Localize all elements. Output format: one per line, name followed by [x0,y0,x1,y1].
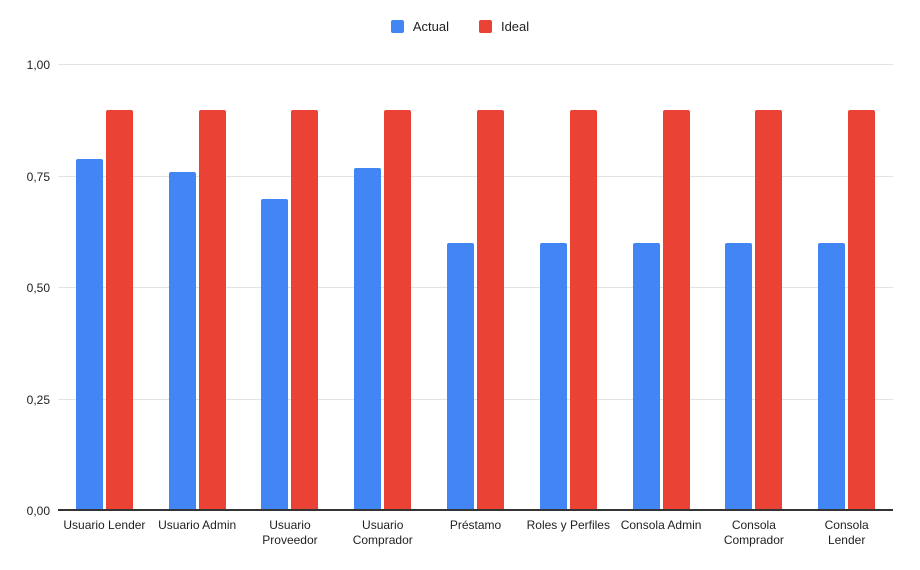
bar-pair-roles-y-perfiles [539,65,597,511]
bar-ideal-usuario-comprador [384,109,412,511]
y-tick-0-25: 0,25 [26,392,50,407]
bar-group-roles-y-perfiles [522,65,615,511]
bar-ideal-usuario-admin [198,109,226,511]
bar-ideal-consola-lender [848,109,876,511]
bar-pair-consola-admin [632,65,690,511]
y-tick-1-00: 1,00 [26,58,50,72]
bar-pair-usuario-admin [168,65,226,511]
y-axis: 0,00 0,25 0,50 0,75 1,00 [0,58,50,518]
bar-actual-consola-lender [818,243,846,511]
x-axis-baseline [58,509,893,511]
bar-group-usuario-proveedor [244,65,337,511]
y-tick-0-00: 0,00 [26,504,50,518]
legend-swatch-ideal [478,20,492,33]
x-label-roles-y-perfiles: Roles y Perfiles [526,518,610,532]
bar-group-usuario-lender [58,65,151,511]
x-label-consola-admin: Consola Admin [620,518,702,532]
bar-actual-usuario-proveedor [261,198,289,511]
x-label-consola-lender: Consola Lender [824,518,869,547]
bar-pair-usuario-lender [75,65,133,511]
bar-actual-usuario-admin [168,172,196,511]
bar-ideal-usuario-proveedor [291,109,319,511]
bar-ideal-usuario-lender [105,109,133,511]
bar-pair-consola-comprador [725,65,783,511]
gridline-1 [58,64,893,65]
bar-actual-usuario-lender [75,158,103,511]
gridline-0.75 [58,175,893,177]
gridline-0.5 [58,287,893,288]
x-label-prestamo: Préstamo [449,518,502,532]
x-label-consola-comprador: Consola Comprador [723,518,784,547]
bar-pair-usuario-proveedor [261,65,319,511]
bar-actual-prestamo [447,243,475,511]
bar-actual-roles-y-perfiles [539,243,567,511]
legend-item-actual: Actual [390,19,449,34]
chart-legend: Actual Ideal [0,19,920,34]
x-axis-labels: Usuario Lender Usuario Admin Usuario Prove… [58,518,893,548]
bar-ideal-prestamo [477,109,505,511]
bar-group-consola-lender [800,65,893,511]
bar-actual-consola-admin [632,243,660,511]
bar-pair-usuario-comprador [354,65,412,511]
legend-label-ideal: Ideal [500,19,530,34]
bar-groups [58,65,893,511]
bar-group-consola-comprador [707,65,800,511]
gridline-0.25 [58,398,893,400]
bar-group-usuario-admin [151,65,244,511]
bar-actual-usuario-comprador [354,167,382,511]
x-label-usuario-comprador: Usuario Comprador [352,518,413,547]
bar-group-consola-admin [615,65,708,511]
y-tick-0-50: 0,50 [26,281,50,295]
x-label-usuario-admin: Usuario Admin [158,518,237,532]
plot-area [58,64,893,511]
bar-ideal-consola-admin [662,109,690,511]
legend-label-actual: Actual [412,19,449,34]
y-tick-0-75: 0,75 [26,169,50,184]
bar-pair-prestamo [447,65,505,511]
bar-ideal-consola-comprador [755,109,783,511]
x-label-usuario-lender: Usuario Lender [63,518,146,532]
legend-swatch-actual [390,20,404,33]
bar-ideal-roles-y-perfiles [569,109,597,511]
bar-group-prestamo [429,65,522,511]
x-label-usuario-proveedor: Usuario Proveedor [262,518,318,547]
bar-actual-consola-comprador [725,243,753,511]
legend-item-ideal: Ideal [478,19,530,34]
bar-pair-consola-lender [818,65,876,511]
bar-group-usuario-comprador [336,65,429,511]
